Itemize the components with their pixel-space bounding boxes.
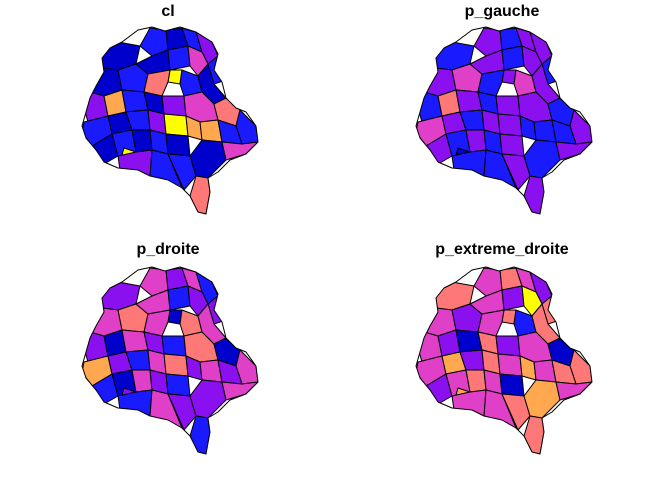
commune-37	[165, 373, 191, 397]
panel-title-p-extreme-droite: p_extreme_droite	[435, 241, 569, 258]
map-p-extreme-droite	[415, 266, 593, 455]
commune-12	[477, 69, 505, 97]
commune-41	[523, 139, 561, 179]
department-outline	[415, 266, 593, 455]
commune-37	[499, 373, 525, 397]
commune-42	[221, 381, 258, 401]
commune-12	[143, 69, 171, 97]
map-p-droite	[81, 266, 259, 455]
commune-35	[131, 369, 153, 393]
commune-19	[495, 95, 521, 117]
panel-title-p-droite: p_droite	[136, 241, 200, 258]
panel-title-p-gauche: p_gauche	[464, 3, 540, 20]
commune-12	[143, 309, 171, 337]
commune-28	[163, 113, 189, 137]
commune-19	[161, 335, 187, 357]
commune-28	[497, 113, 523, 137]
department-outline	[81, 26, 259, 215]
commune-35	[465, 369, 487, 393]
commune-9	[167, 285, 191, 311]
commune-9	[501, 45, 525, 71]
commune-41	[189, 379, 227, 419]
commune-37	[499, 133, 525, 157]
commune-19	[495, 335, 521, 357]
commune-41	[189, 139, 227, 179]
commune-42	[555, 141, 592, 161]
commune-35	[465, 129, 487, 153]
commune-37	[165, 133, 191, 157]
commune-42	[221, 141, 258, 161]
commune-19	[161, 95, 187, 117]
panel-title-cl: cl	[161, 3, 175, 20]
map-cl	[81, 26, 259, 215]
commune-9	[167, 45, 191, 71]
map-p-gauche	[415, 26, 593, 215]
department-outline	[81, 266, 259, 455]
commune-28	[497, 353, 523, 377]
commune-28	[163, 353, 189, 377]
commune-42	[555, 381, 592, 401]
commune-35	[131, 129, 153, 153]
commune-9	[501, 285, 525, 311]
commune-41	[523, 379, 561, 419]
department-outline	[415, 26, 593, 215]
commune-12	[477, 309, 505, 337]
